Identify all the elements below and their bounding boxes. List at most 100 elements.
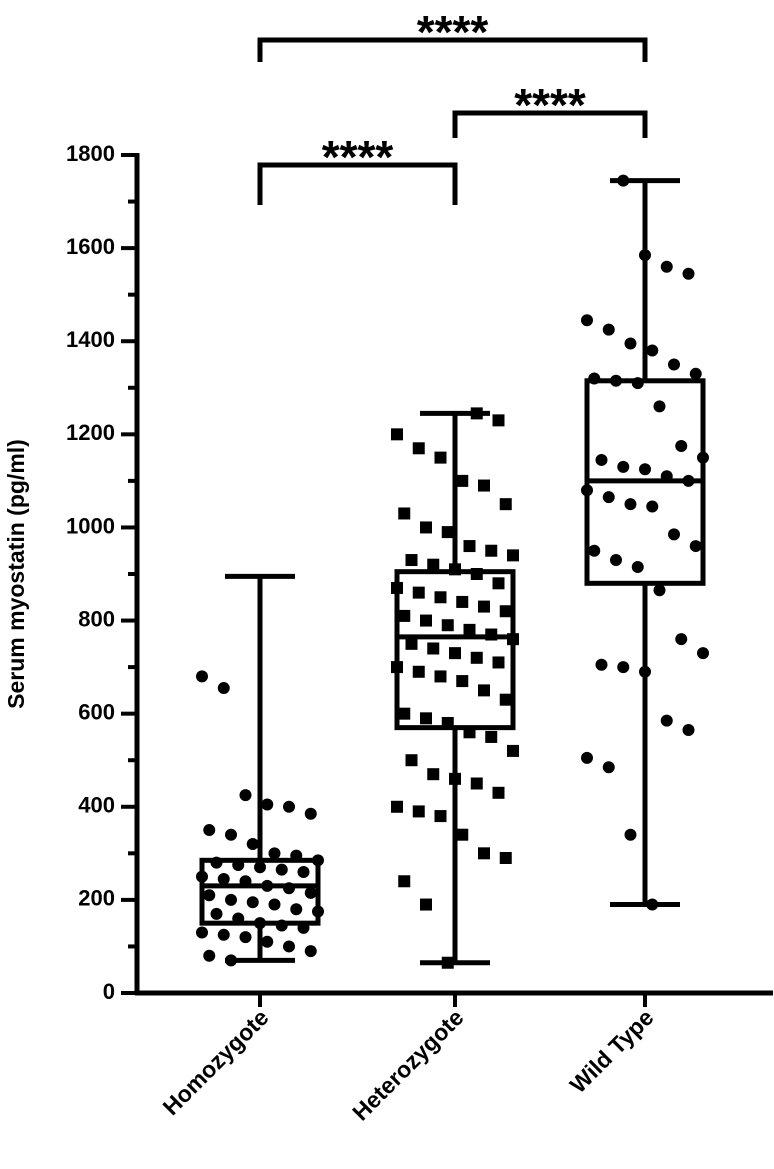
- significance-bracket: [257, 37, 648, 62]
- data-point: [581, 751, 593, 764]
- data-point: [602, 491, 615, 504]
- data-point: [290, 903, 303, 916]
- data-point: [682, 267, 695, 280]
- data-point: [246, 896, 259, 909]
- data-point: [261, 935, 274, 948]
- data-point: [427, 642, 440, 655]
- box: [199, 857, 321, 926]
- data-point: [405, 554, 418, 567]
- data-point: [682, 723, 695, 736]
- data-point: [398, 609, 411, 622]
- data-point: [478, 847, 490, 860]
- significance-bracket: [257, 162, 458, 205]
- x-tick-label: Wild Type: [565, 1004, 659, 1098]
- data-point: [617, 460, 630, 473]
- data-point: [225, 828, 237, 841]
- data-point: [456, 828, 469, 841]
- data-point: [646, 344, 659, 357]
- data-point: [427, 558, 440, 571]
- data-point: [456, 675, 469, 688]
- data-point: [470, 651, 483, 664]
- data-point: [398, 707, 411, 720]
- data-point: [463, 623, 476, 636]
- data-point: [261, 798, 274, 811]
- data-point: [405, 754, 418, 767]
- data-point: [631, 561, 644, 574]
- y-tick-label: 1000: [66, 513, 115, 538]
- data-point: [624, 828, 637, 841]
- data-point: [499, 605, 512, 618]
- data-point: [492, 786, 505, 799]
- data-point: [412, 586, 425, 599]
- x-tick-label: Heterozygote: [347, 1004, 468, 1125]
- data-point: [420, 521, 432, 534]
- significance-label: ****: [417, 6, 489, 58]
- data-point: [492, 656, 505, 669]
- data-point: [624, 498, 637, 511]
- data-point: [405, 637, 418, 650]
- y-tick-label: 1600: [66, 234, 115, 259]
- data-point: [595, 453, 608, 466]
- significance-label: ****: [322, 131, 394, 183]
- data-point: [660, 260, 673, 273]
- data-point: [217, 682, 230, 695]
- data-point: [441, 526, 454, 539]
- data-point: [610, 554, 622, 567]
- data-point: [427, 768, 440, 781]
- data-point: [203, 949, 216, 962]
- data-point: [675, 439, 688, 452]
- data-point: [653, 400, 666, 413]
- data-point: [668, 528, 680, 541]
- data-point: [239, 931, 252, 944]
- data-point: [456, 474, 469, 487]
- data-point: [268, 898, 281, 911]
- data-point: [434, 591, 447, 604]
- data-point: [210, 907, 223, 920]
- data-point: [283, 800, 295, 813]
- data-point: [697, 647, 709, 660]
- data-point: [675, 633, 688, 646]
- data-point: [441, 619, 454, 632]
- data-point: [660, 714, 673, 727]
- data-point: [588, 544, 601, 557]
- data-point: [449, 647, 461, 660]
- data-point: [196, 670, 208, 683]
- data-point: [470, 777, 483, 790]
- y-tick-label: 600: [78, 699, 115, 724]
- data-point: [225, 893, 237, 906]
- data-point: [478, 684, 490, 697]
- data-point: [203, 824, 216, 837]
- data-point: [689, 367, 702, 380]
- data-point: [478, 479, 490, 492]
- y-tick-label: 1800: [66, 141, 115, 166]
- data-point: [456, 595, 469, 608]
- significance-label: ****: [514, 79, 586, 131]
- data-point: [499, 851, 512, 864]
- data-point: [217, 928, 230, 941]
- data-point: [304, 807, 317, 820]
- data-point: [275, 863, 288, 876]
- data-point: [420, 898, 432, 911]
- data-point: [434, 451, 447, 464]
- data-point: [196, 926, 208, 939]
- data-point: [304, 945, 317, 958]
- data-point: [391, 428, 403, 441]
- data-point: [668, 358, 680, 371]
- data-point: [617, 661, 630, 674]
- data-point: [391, 800, 403, 813]
- data-point: [254, 861, 266, 874]
- box: [394, 569, 516, 731]
- data-point: [420, 614, 432, 627]
- data-point: [485, 730, 498, 743]
- y-axis-label: Serum myostatin (pg/ml): [3, 439, 29, 709]
- data-point: [203, 889, 216, 902]
- data-point: [463, 540, 476, 553]
- data-point: [412, 665, 425, 678]
- data-point: [639, 463, 651, 476]
- data-point: [689, 540, 702, 553]
- data-point: [268, 847, 281, 860]
- y-tick-label: 1400: [66, 327, 115, 352]
- data-point: [478, 600, 490, 613]
- y-tick-label: 200: [78, 886, 115, 911]
